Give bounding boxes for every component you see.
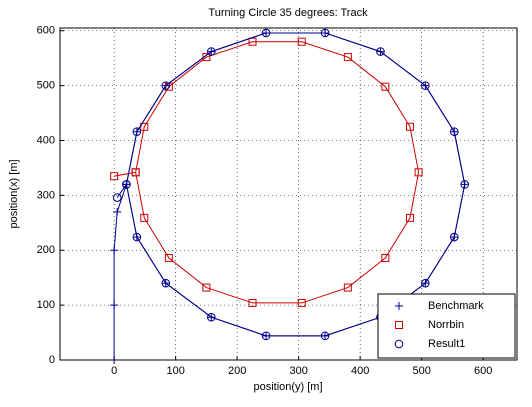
marker <box>381 82 390 91</box>
chart-title: Turning Circle 35 degrees: Track <box>208 7 368 19</box>
y-tick-label: 0 <box>49 354 55 366</box>
marker <box>395 321 403 329</box>
marker <box>140 122 149 131</box>
marker <box>449 127 459 137</box>
marker <box>343 283 352 292</box>
marker <box>421 278 430 288</box>
marker <box>207 312 216 322</box>
marker <box>449 232 459 242</box>
marker <box>405 213 414 222</box>
axes-frame <box>59 27 518 361</box>
y-tick-label: 200 <box>37 244 55 256</box>
marker <box>110 246 119 255</box>
marker <box>161 278 171 288</box>
marker <box>132 232 142 242</box>
marker <box>164 253 173 262</box>
marker <box>261 331 271 341</box>
marker <box>414 168 423 177</box>
legend-label: Norrbin <box>428 319 464 331</box>
marker <box>110 301 119 310</box>
legend-label: Benchmark <box>428 300 484 312</box>
marker <box>297 37 306 46</box>
marker <box>394 339 404 349</box>
marker <box>320 331 330 341</box>
marker <box>113 207 122 216</box>
marker <box>381 253 390 262</box>
y-tick-label: 600 <box>37 25 55 37</box>
marker <box>297 298 306 307</box>
x-tick-label: 200 <box>228 365 246 377</box>
x-axis-label: position(y) [m] <box>253 381 322 393</box>
marker <box>202 53 211 62</box>
y-tick-label: 500 <box>37 80 55 92</box>
marker <box>395 302 403 310</box>
marker <box>207 47 216 56</box>
y-tick-label: 100 <box>37 299 55 311</box>
marker <box>405 122 414 131</box>
y-tick-label: 400 <box>37 134 55 146</box>
x-tick-label: 0 <box>111 365 117 377</box>
x-tick-label: 600 <box>474 365 492 377</box>
x-tick-label: 300 <box>289 365 307 377</box>
marker <box>110 172 119 181</box>
marker <box>320 28 330 38</box>
x-tick-label: 400 <box>351 365 369 377</box>
marker <box>376 47 385 56</box>
marker <box>161 81 171 90</box>
marker <box>112 193 122 202</box>
marker <box>202 283 211 292</box>
y-tick-label: 300 <box>37 189 55 201</box>
x-tick-label: 500 <box>412 365 430 377</box>
marker <box>140 213 149 222</box>
series-line <box>114 41 420 304</box>
marker <box>460 180 470 189</box>
legend: Benchmark Norrbin Result1 <box>377 293 516 359</box>
y-axis-label: position(x) [m] <box>8 159 20 228</box>
marker <box>343 53 352 62</box>
marker <box>131 168 140 177</box>
marker <box>421 81 430 90</box>
marker <box>122 180 131 189</box>
marks <box>110 28 470 364</box>
x-tick-label: 100 <box>166 365 184 377</box>
legend-label: Result1 <box>428 338 465 350</box>
marker <box>248 298 257 307</box>
series-line <box>116 32 466 337</box>
marker <box>132 127 142 137</box>
marker <box>248 37 257 46</box>
marker <box>261 28 271 38</box>
